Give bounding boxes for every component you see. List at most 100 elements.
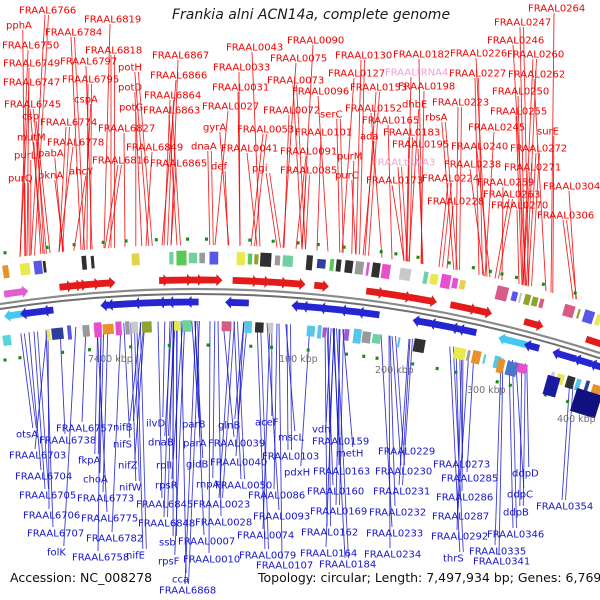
gene-label[interactable]: FRAAL6782 (86, 534, 143, 545)
gene-label[interactable]: parA (183, 439, 207, 450)
gene-label[interactable]: FRAAL0262 (508, 70, 565, 81)
gene-label[interactable]: purQ (8, 174, 33, 185)
gene-label[interactable]: FRAAL0073 (267, 76, 324, 87)
gene-label[interactable]: FRAAL0010 (183, 555, 240, 566)
gene-label[interactable]: FRAAL0039 (208, 439, 265, 450)
gene-label[interactable]: aceF (255, 418, 279, 429)
gene-label[interactable]: FRAAL0271 (504, 163, 561, 174)
gene-label[interactable]: csp (22, 112, 39, 123)
gene-label[interactable]: FRAAL6703 (9, 451, 66, 462)
gene-label[interactable]: dhbE (402, 100, 427, 111)
trna-gene-label[interactable]: FRAALtRNA4 (385, 68, 448, 79)
gene-label[interactable]: purC (335, 171, 359, 182)
gene-label[interactable]: FRAAL6827 (98, 124, 155, 135)
gene-label[interactable]: FRAAL6758 (72, 553, 129, 564)
gene-label[interactable]: FRAAL6775 (81, 514, 138, 525)
gene-label[interactable]: FRAAL0085 (280, 166, 337, 177)
gene-label[interactable]: FRAAL0130 (335, 51, 392, 62)
gene-label[interactable]: FRAAL6750 (2, 41, 59, 52)
gene-label[interactable]: pgi (252, 164, 267, 175)
gene-label[interactable]: FRAAL6749 (3, 59, 60, 70)
gene-label[interactable]: FRAAL0246 (487, 36, 544, 47)
gene-label[interactable]: nifS (113, 440, 132, 451)
gene-label[interactable]: FRAAL0164 (300, 549, 357, 560)
gene-label[interactable]: FRAAL6773 (77, 494, 134, 505)
gene-label[interactable]: nifB (113, 423, 133, 434)
gene-label[interactable]: FRAAL6778 (47, 138, 104, 149)
gene-label[interactable]: potD (118, 83, 142, 94)
gene-label[interactable]: FRAAL0101 (295, 128, 352, 139)
gene-label[interactable]: FRAAL0240 (451, 142, 508, 153)
gene-label[interactable]: FRAAL6819 (84, 15, 141, 26)
gene-label[interactable]: cca (172, 575, 189, 586)
gene-label[interactable]: FRAAL0354 (536, 502, 593, 513)
gene-label[interactable]: def (211, 162, 228, 173)
gene-label[interactable]: FRAAL0228 (427, 197, 484, 208)
gene-label[interactable]: FRAAL0198 (398, 82, 455, 93)
gene-label[interactable]: ssb (159, 538, 176, 549)
gene-label[interactable]: FRAAL0169 (310, 507, 367, 518)
gene-label[interactable]: pknA (38, 171, 63, 182)
gene-label[interactable]: FRAAL0050 (215, 481, 272, 492)
gene-label[interactable]: FRAAL0043 (226, 43, 283, 54)
gene-label[interactable]: FRAAL0287 (432, 512, 489, 523)
gene-label[interactable]: FRAAL6818 (85, 46, 142, 57)
gene-label[interactable]: FRAAL0079 (239, 551, 296, 562)
gene-label[interactable]: FRAAL0238 (444, 160, 501, 171)
gene-label[interactable]: purM (337, 152, 362, 163)
gene-label[interactable]: FRAAL0223 (432, 98, 489, 109)
trna-gene-label[interactable]: FRAALtRNA3 (372, 158, 435, 169)
gene-label[interactable]: FRAAL0286 (436, 493, 493, 504)
gene-label[interactable]: FRAAL0184 (319, 560, 376, 571)
gene-label[interactable]: FRAAL6797 (60, 57, 117, 68)
gene-label[interactable]: FRAAL6784 (45, 28, 102, 39)
gene-label[interactable]: FRAAL0292 (431, 532, 488, 543)
gene-label[interactable]: FRAAL0234 (364, 550, 421, 561)
gene-label[interactable]: vdh (312, 425, 331, 436)
gene-label[interactable]: FRAAL0285 (441, 474, 498, 485)
gene-label[interactable]: FRAAL0264 (528, 4, 585, 15)
gene-label[interactable]: FRAAL0173 (366, 176, 423, 187)
gene-label[interactable]: pdxH (284, 468, 310, 479)
gene-label[interactable]: FRAAL0341 (473, 557, 530, 568)
gene-label[interactable]: FRAAL0027 (202, 102, 259, 113)
gene-label[interactable]: FRAAL0075 (270, 54, 327, 65)
gene-label[interactable]: FRAAL0028 (195, 518, 252, 529)
gene-label[interactable]: FRAAL0272 (510, 144, 567, 155)
gene-label[interactable]: pabA (38, 149, 64, 160)
gene-label[interactable]: pphA (6, 21, 32, 32)
gene-label[interactable]: FRAAL6865 (150, 159, 207, 170)
gene-label[interactable]: mutM (17, 133, 46, 144)
gene-label[interactable]: FRAAL6864 (144, 91, 201, 102)
gene-label[interactable]: thrS (443, 554, 464, 565)
gene-label[interactable]: nifZ (118, 461, 138, 472)
gene-label[interactable]: FRAAL0183 (383, 128, 440, 139)
gene-label[interactable]: FRAAL0090 (287, 36, 344, 47)
gene-label[interactable]: FRAAL0074 (237, 531, 294, 542)
gene-label[interactable]: FRAAL6738 (39, 436, 96, 447)
gene-label[interactable]: FRAAL0346 (487, 530, 544, 541)
gene-label[interactable]: FRAAL0033 (213, 63, 270, 74)
gene-label[interactable]: FRAAL6848 (138, 519, 195, 530)
gene-label[interactable]: dnaB (148, 438, 174, 449)
gene-label[interactable]: FRAAL6863 (143, 106, 200, 117)
gene-label[interactable]: FRAAL0263 (483, 190, 540, 201)
gene-label[interactable]: FRAAL0031 (212, 83, 269, 94)
gene-label[interactable]: potH (118, 63, 142, 74)
gene-label[interactable]: ilvD (146, 419, 165, 430)
gene-label[interactable]: FRAAL0335 (469, 547, 526, 558)
gene-label[interactable]: FRAAL0152 (345, 104, 402, 115)
gene-label[interactable]: glnB (218, 421, 240, 432)
gene-label[interactable]: FRAAL0230 (375, 467, 432, 478)
gene-label[interactable]: FRAAL6706 (23, 511, 80, 522)
gene-label[interactable]: FRAAL0195 (392, 140, 449, 151)
gene-label[interactable]: FRAAL0233 (366, 529, 423, 540)
gene-label[interactable]: FRAAL0227 (449, 69, 506, 80)
gene-label[interactable]: FRAAL0160 (307, 487, 364, 498)
gene-label[interactable]: ddpC (507, 490, 533, 501)
gene-label[interactable]: fkpA (78, 456, 101, 467)
gene-label[interactable]: otsA (16, 430, 38, 441)
gene-label[interactable]: rnpA (196, 480, 220, 491)
gene-label[interactable]: gyrA (203, 123, 226, 134)
gene-label[interactable]: FRAAL0163 (313, 467, 370, 478)
